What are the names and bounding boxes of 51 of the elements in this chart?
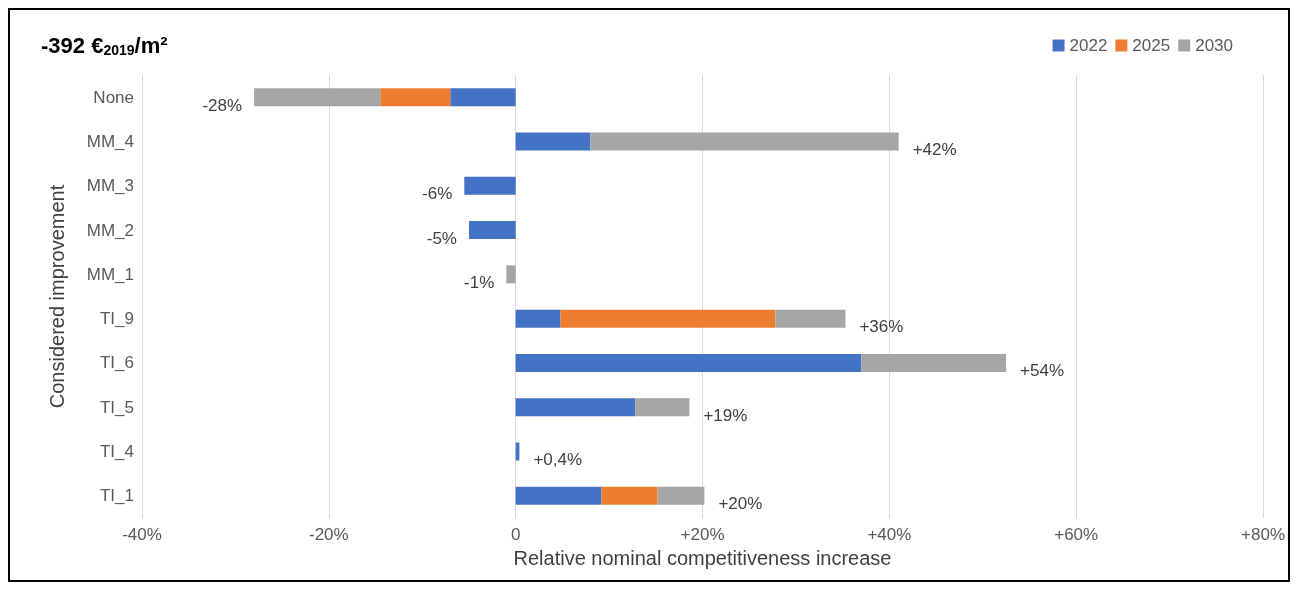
total-label: -5% [426, 228, 457, 248]
y-tick-label: TI_6 [99, 353, 134, 373]
y-tick-label: TI_5 [99, 397, 134, 417]
total-label: -1% [464, 272, 495, 292]
bar [515, 486, 602, 505]
y-tick-label: MM_2 [86, 220, 134, 240]
bar [515, 309, 561, 328]
x-tick-label: +60% [1054, 525, 1099, 544]
bar [861, 353, 1007, 372]
bar [560, 309, 776, 328]
bar [635, 398, 690, 417]
bar [506, 265, 516, 284]
y-tick-label: MM_3 [86, 176, 134, 196]
x-tick-label: +40% [867, 525, 912, 544]
bar [657, 486, 705, 505]
y-tick-label: TI_4 [99, 442, 134, 462]
bar [775, 309, 846, 328]
x-tick-label: -40% [122, 525, 162, 544]
y-tick-label: None [93, 87, 134, 107]
bar [515, 132, 591, 151]
total-label: +19% [703, 405, 748, 425]
x-tick-label: -20% [308, 525, 349, 544]
total-label: +42% [912, 139, 957, 159]
x-axis-title: Relative nominal competitiveness increase [513, 547, 892, 569]
bar [254, 88, 381, 107]
y-axis-title: Considered improvement [46, 184, 68, 409]
y-tick-label: TI_1 [99, 486, 134, 506]
bar [468, 221, 516, 240]
y-tick-label: MM_1 [86, 264, 134, 284]
total-label: +36% [859, 317, 904, 337]
total-label: -28% [202, 95, 243, 115]
total-label: -6% [422, 184, 453, 204]
legend-label: 2022 [1069, 36, 1108, 55]
x-tick-label: +80% [1241, 525, 1285, 544]
x-tick-label: 0 [510, 525, 521, 544]
y-tick-label: TI_9 [99, 309, 134, 329]
x-tick-label: +20% [680, 525, 725, 544]
legend-label: 2025 [1132, 36, 1171, 55]
bar [515, 398, 636, 417]
bar [450, 88, 516, 107]
bar [464, 176, 516, 195]
chart-title: -392 €2019/m² [41, 32, 168, 58]
y-tick-label: MM_4 [86, 131, 134, 151]
legend-label: 2030 [1195, 36, 1234, 55]
total-label: +54% [1020, 361, 1065, 381]
bar [601, 486, 658, 505]
total-label: +20% [718, 494, 763, 514]
bar [590, 132, 899, 151]
bar [515, 353, 862, 372]
bar [380, 88, 451, 107]
total-label: +0,4% [533, 450, 583, 470]
